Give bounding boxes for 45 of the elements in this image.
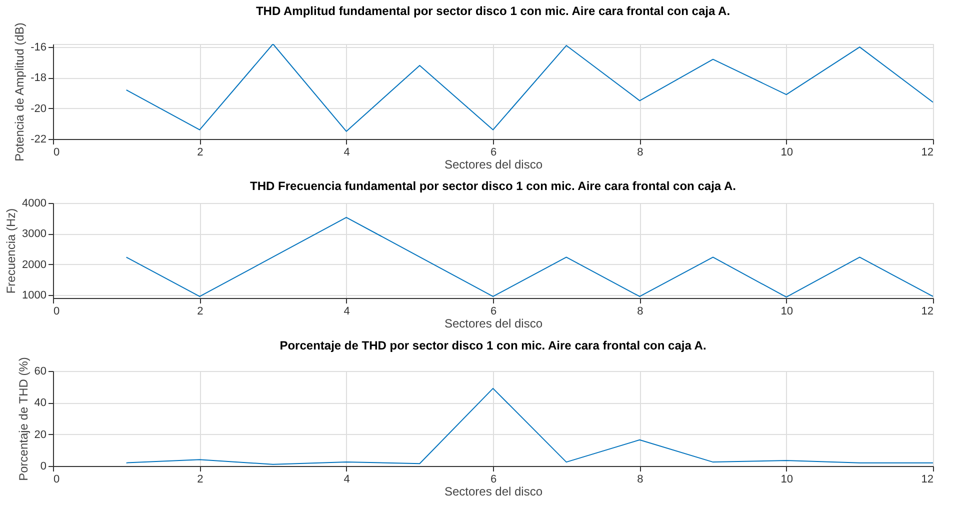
y-tick-label: 20	[34, 428, 46, 441]
x-tick-label: 8	[637, 474, 644, 486]
x-tick-label: 0	[54, 306, 60, 318]
y-tick-label: 40	[34, 397, 46, 410]
y-axis-title: Frecuencia (Hz)	[4, 208, 18, 294]
line-series	[126, 44, 933, 132]
y-axis-title: Porcentaje de THD (%)	[16, 357, 30, 481]
y-tick-label: -16	[30, 42, 46, 54]
x-tick-label: 8	[637, 146, 644, 158]
y-tick-label: -22	[30, 134, 46, 146]
y-tick-label: 2000	[22, 258, 46, 271]
x-tick-label: 2	[197, 146, 204, 158]
x-tick-label: 8	[637, 306, 644, 318]
x-tick-label: 12	[921, 146, 934, 158]
x-tick-label: 6	[490, 146, 497, 158]
x-tick-label: 4	[344, 474, 350, 486]
x-tick-label: 2	[197, 306, 204, 318]
y-tick-label: 0	[40, 460, 46, 472]
y-tick-label: -18	[30, 72, 46, 84]
x-axis-title: Sectores del disco	[444, 316, 543, 330]
x-tick-label: 0	[54, 474, 60, 486]
x-tick-label: 2	[197, 474, 204, 486]
x-tick-label: 10	[780, 474, 793, 486]
y-tick-label: 60	[34, 366, 46, 378]
x-tick-label: 0	[54, 146, 60, 158]
x-tick-label: 12	[921, 474, 934, 486]
y-tick-label: 3000	[22, 228, 46, 240]
y-tick-label: 1000	[22, 289, 46, 302]
x-tick-label: 4	[344, 306, 350, 318]
y-tick-label: 4000	[22, 198, 46, 210]
x-tick-label: 10	[780, 306, 793, 318]
x-tick-label: 12	[921, 306, 934, 318]
chart-title: THD Amplitud fundamental por sector disco 1 con mic. Aire cara frontal con caja A.	[256, 4, 730, 18]
x-tick-label: 10	[780, 146, 793, 158]
x-tick-label: 4	[344, 146, 350, 158]
line-series	[126, 216, 933, 298]
x-axis-title: Sectores del disco	[444, 158, 543, 172]
y-axis-title: Potencia de Amplitud (dB)	[12, 22, 27, 162]
y-tick-label: -20	[30, 102, 46, 115]
x-tick-label: 6	[490, 306, 497, 318]
line-series	[126, 388, 933, 465]
chart-title: Porcentaje de THD por sector disco 1 con mic. Aire cara frontal con caja A.	[280, 338, 706, 352]
x-axis-title: Sectores del disco	[444, 484, 543, 498]
x-tick-label: 6	[490, 474, 497, 486]
chart-title: THD Frecuencia fundamental por sector disco 1 con mic. Aire cara frontal con caja A.	[250, 179, 736, 193]
